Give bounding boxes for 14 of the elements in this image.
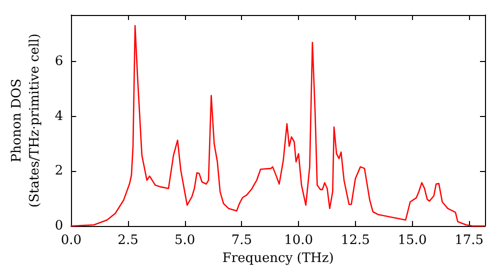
x-tick-label: 5.0	[174, 233, 196, 248]
x-tick-label: 15.0	[398, 233, 427, 248]
x-tick-label: 17.5	[454, 233, 484, 248]
x-tick-label: 12.5	[340, 233, 370, 248]
y-tick-label: 4	[54, 108, 64, 124]
x-tick-label: 7.5	[231, 233, 252, 248]
y-tick-label: 2	[54, 164, 64, 179]
x-axis-title: Frequency (THz)	[222, 250, 334, 266]
y-axis-title: Phonon DOS (States/THz·primitive cell)	[10, 33, 42, 208]
x-tick-label: 0.0	[60, 233, 82, 248]
x-tick-label: 10.0	[284, 233, 314, 248]
y-tick-label: 6	[54, 54, 64, 70]
y-tick-label: 0	[54, 218, 64, 234]
x-tick-label: 2.5	[118, 233, 138, 248]
